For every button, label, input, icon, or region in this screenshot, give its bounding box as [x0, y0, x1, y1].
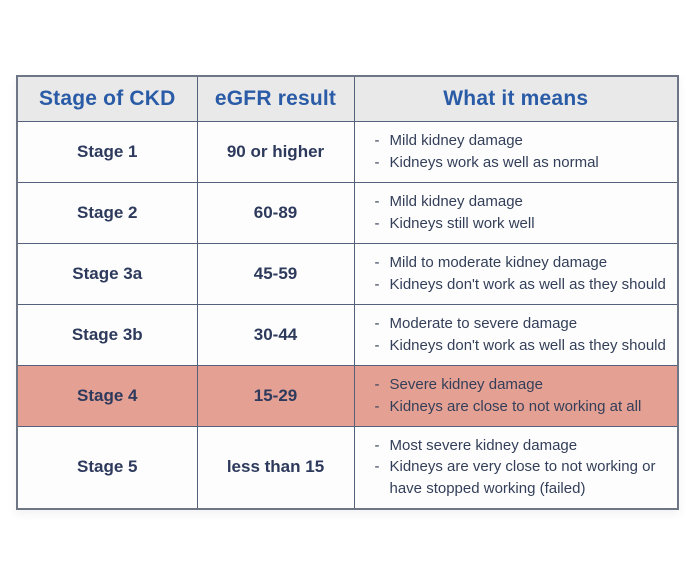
bullet-dash: -: [374, 397, 380, 415]
stage-cell: Stage 3b: [16, 303, 198, 366]
meaning-bullet: - Mild kidney damage: [375, 130, 668, 152]
stage-cell: Stage 3a: [16, 242, 198, 305]
stage-cell: Stage 4: [16, 364, 198, 427]
meaning-cell: - Mild to moderate kidney damage - Kidneys…: [353, 242, 679, 305]
header-egfr-result: eGFR result: [196, 75, 355, 122]
table-row-stage-5: Stage 5 less than 15 - Most severe kidney…: [16, 425, 679, 510]
table-row-stage-3a: Stage 3a 45-59 - Mild to moderate kidney …: [16, 242, 679, 305]
meaning-bullet: - Kidneys don't work as well as they shou…: [375, 335, 668, 357]
egfr-cell: 45-59: [196, 242, 355, 305]
bullet-dash: -: [374, 153, 380, 171]
stage-cell: Stage 2: [16, 181, 198, 244]
meaning-cell: - Severe kidney damage - Kidneys are close…: [353, 364, 679, 427]
meaning-text: Kidneys still work well: [389, 214, 535, 232]
bullet-dash: -: [374, 336, 380, 354]
meaning-bullet: - Mild to moderate kidney damage: [375, 252, 668, 274]
meaning-text: Kidneys are close to not working at all: [389, 397, 642, 415]
meaning-bullet: - Kidneys still work well: [375, 213, 668, 235]
table-row-stage-1: Stage 1 90 or higher - Mild kidney damage…: [16, 120, 679, 183]
egfr-cell: less than 15: [196, 425, 355, 510]
meaning-text: Severe kidney damage: [389, 375, 543, 393]
meaning-cell: - Moderate to severe damage - Kidneys don'…: [353, 303, 679, 366]
bullet-dash: -: [374, 192, 380, 210]
meaning-bullet: - Severe kidney damage: [375, 374, 668, 396]
stage-cell: Stage 5: [16, 425, 198, 510]
bullet-dash: -: [374, 314, 380, 332]
meaning-cell: - Most severe kidney damage - Kidneys are …: [353, 425, 679, 510]
ckd-stages-table: Stage of CKD eGFR result What it means S…: [16, 75, 679, 510]
bullet-dash: -: [374, 458, 380, 476]
meaning-text: Kidneys are very close to not working or…: [389, 458, 656, 497]
meaning-bullet: - Moderate to severe damage: [375, 313, 668, 335]
bullet-dash: -: [374, 436, 380, 454]
table-row-stage-2: Stage 2 60-89 - Mild kidney damage - Kidne…: [16, 181, 679, 244]
egfr-cell: 90 or higher: [196, 120, 355, 183]
meaning-bullet: - Mild kidney damage: [375, 191, 668, 213]
header-stage-of-ckd: Stage of CKD: [16, 75, 198, 122]
meaning-bullet: - Kidneys are very close to not working o…: [375, 456, 668, 500]
egfr-cell: 60-89: [196, 181, 355, 244]
meaning-text: Mild kidney damage: [389, 131, 523, 149]
meaning-text: Kidneys don't work as well as they shoul…: [389, 275, 666, 293]
egfr-cell: 15-29: [196, 364, 355, 427]
bullet-dash: -: [374, 253, 380, 271]
bullet-dash: -: [374, 131, 380, 149]
header-what-it-means: What it means: [353, 75, 679, 122]
meaning-cell: - Mild kidney damage - Kidneys still work …: [353, 181, 679, 244]
bullet-dash: -: [374, 275, 380, 293]
table-row-stage-3b: Stage 3b 30-44 - Moderate to severe damag…: [16, 303, 679, 366]
meaning-text: Mild kidney damage: [389, 192, 523, 210]
egfr-cell: 30-44: [196, 303, 355, 366]
meaning-bullet: - Kidneys work as well as normal: [375, 152, 668, 174]
bullet-dash: -: [374, 375, 380, 393]
meaning-cell: - Mild kidney damage - Kidneys work as wel…: [353, 120, 679, 183]
meaning-bullet: - Kidneys are close to not working at all: [375, 396, 668, 418]
meaning-text: Kidneys work as well as normal: [389, 153, 599, 171]
table-row-stage-4-highlighted: Stage 4 15-29 - Severe kidney damage - Kid…: [16, 364, 679, 427]
meaning-text: Most severe kidney damage: [389, 436, 578, 454]
meaning-text: Mild to moderate kidney damage: [389, 253, 608, 271]
meaning-text: Kidneys don't work as well as they shoul…: [389, 336, 666, 354]
stage-cell: Stage 1: [16, 120, 198, 183]
bullet-dash: -: [374, 214, 380, 232]
table-header-row: Stage of CKD eGFR result What it means: [16, 75, 679, 122]
meaning-bullet: - Most severe kidney damage: [375, 435, 668, 457]
meaning-text: Moderate to severe damage: [389, 314, 578, 332]
meaning-bullet: - Kidneys don't work as well as they shou…: [375, 274, 668, 296]
